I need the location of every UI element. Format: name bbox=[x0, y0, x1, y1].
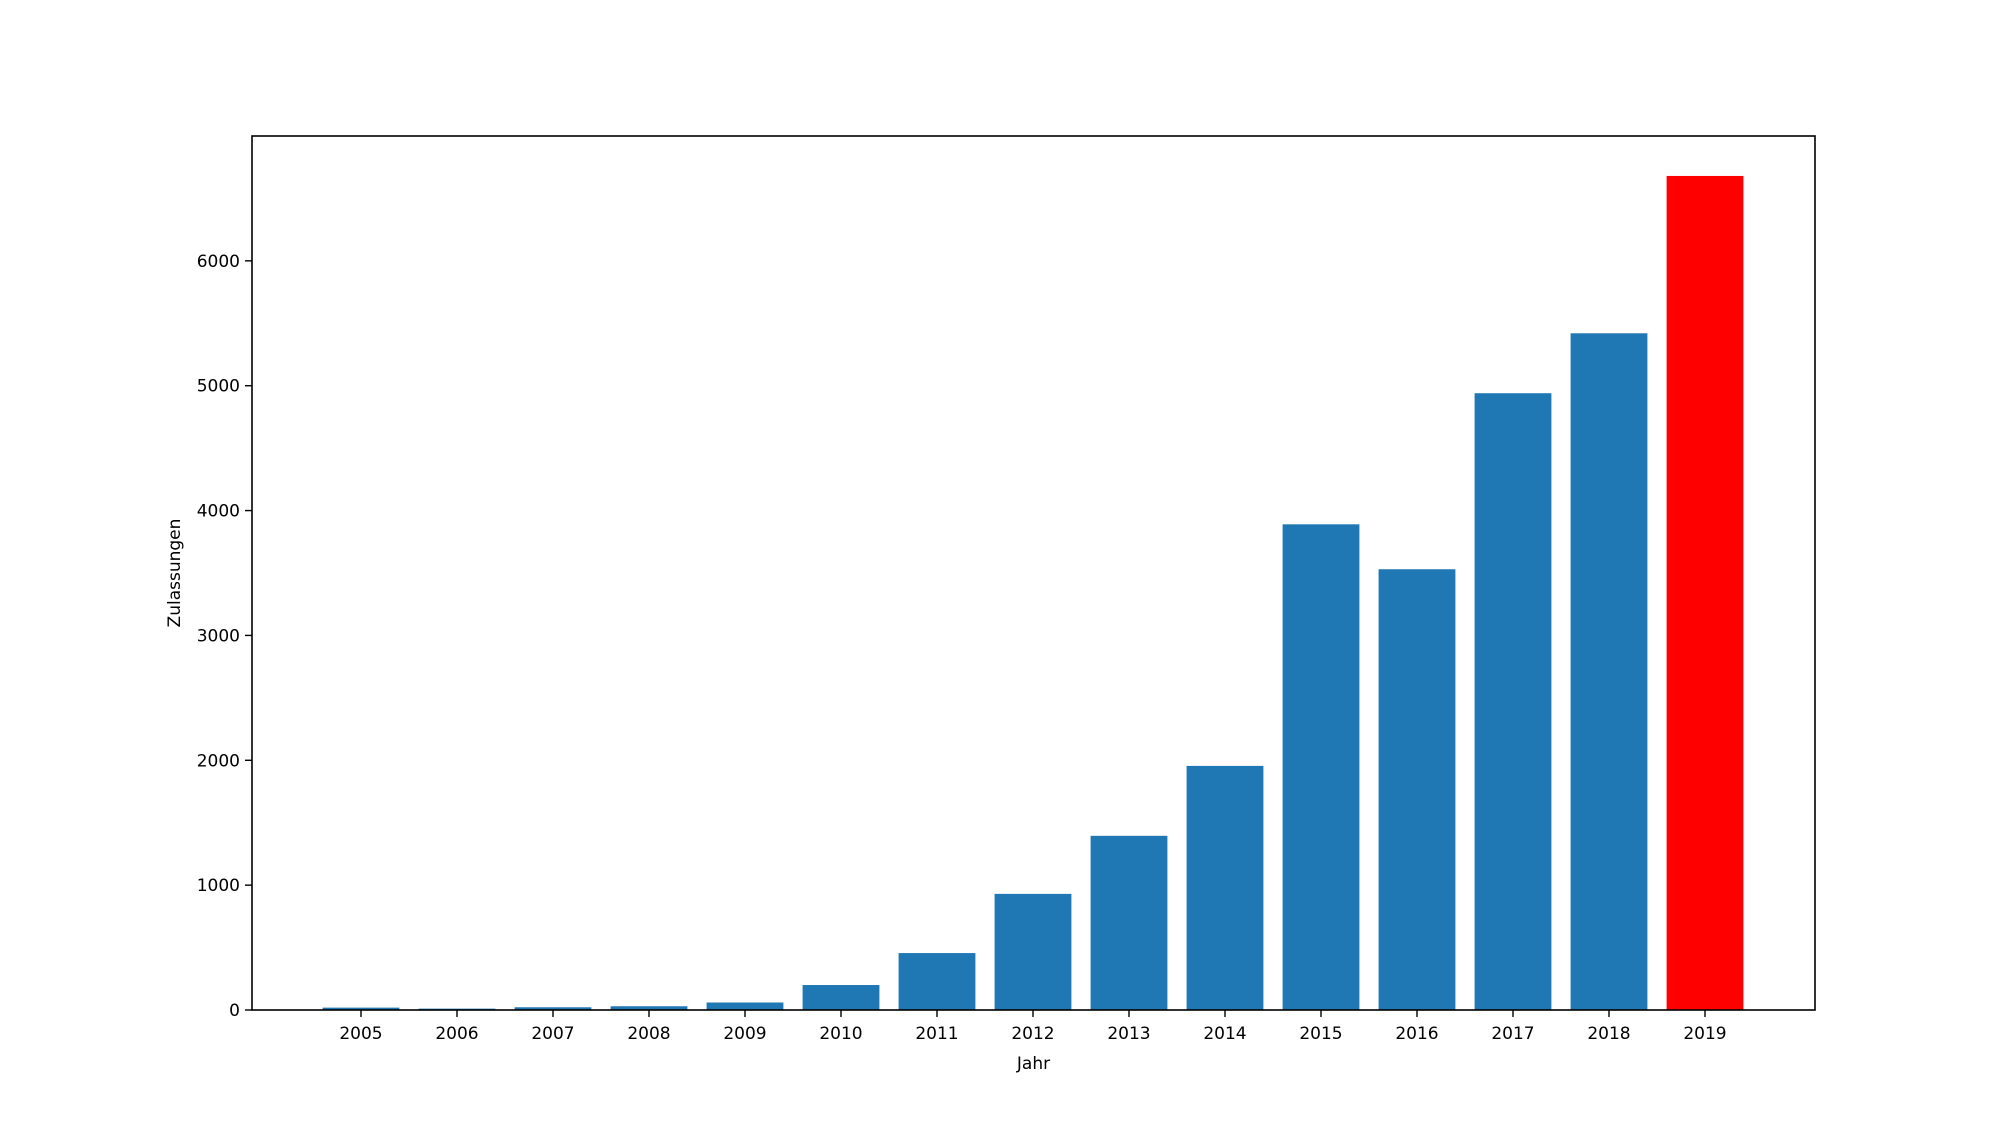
bars-group bbox=[322, 175, 1744, 1011]
y-tick-label: 3000 bbox=[197, 626, 240, 646]
x-tick-label: 2007 bbox=[531, 1024, 574, 1044]
bar-2019 bbox=[1666, 175, 1744, 1010]
bar-2010 bbox=[802, 985, 880, 1010]
y-axis-label: Zulassungen bbox=[165, 519, 185, 628]
bar-2005 bbox=[322, 1007, 400, 1010]
bar-2011 bbox=[898, 953, 976, 1010]
y-axis-ticks: 0 1000 2000 3000 4000 5000 6000 bbox=[197, 252, 252, 1021]
x-tick-label: 2014 bbox=[1203, 1024, 1246, 1044]
x-tick-label: 2013 bbox=[1107, 1024, 1150, 1044]
bar-2014 bbox=[1186, 765, 1264, 1010]
bar-2015 bbox=[1282, 524, 1360, 1010]
y-tick-label: 6000 bbox=[197, 252, 240, 272]
x-tick-label: 2012 bbox=[1011, 1024, 1054, 1044]
y-tick-label: 1000 bbox=[197, 876, 240, 896]
x-tick-label: 2010 bbox=[819, 1024, 862, 1044]
y-tick-label: 2000 bbox=[197, 751, 240, 771]
bar-2013 bbox=[1090, 835, 1168, 1010]
x-tick-label: 2009 bbox=[723, 1024, 766, 1044]
bar-2008 bbox=[610, 1006, 688, 1010]
bar-2012 bbox=[994, 893, 1072, 1010]
x-tick-label: 2011 bbox=[915, 1024, 958, 1044]
x-tick-label: 2019 bbox=[1683, 1024, 1726, 1044]
y-tick-label: 0 bbox=[229, 1001, 240, 1021]
bar-2009 bbox=[706, 1002, 784, 1010]
x-tick-label: 2015 bbox=[1299, 1024, 1342, 1044]
x-tick-label: 2005 bbox=[339, 1024, 382, 1044]
x-axis-label: Jahr bbox=[1016, 1054, 1050, 1074]
bar-2018 bbox=[1570, 333, 1648, 1010]
bar-2017 bbox=[1474, 393, 1552, 1011]
x-tick-label: 2018 bbox=[1587, 1024, 1630, 1044]
bar-2016 bbox=[1378, 569, 1456, 1010]
x-tick-label: 2016 bbox=[1395, 1024, 1438, 1044]
y-tick-label: 5000 bbox=[197, 377, 240, 397]
x-tick-label: 2006 bbox=[435, 1024, 478, 1044]
x-tick-label: 2008 bbox=[627, 1024, 670, 1044]
y-tick-label: 4000 bbox=[197, 502, 240, 522]
plot-area-frame bbox=[251, 135, 1816, 1011]
x-tick-label: 2017 bbox=[1491, 1024, 1534, 1044]
bar-2007 bbox=[514, 1007, 592, 1010]
x-axis-ticks: 2005 2006 2007 2008 2009 2010 2011 2012 2013 2014… bbox=[339, 1010, 1727, 1044]
